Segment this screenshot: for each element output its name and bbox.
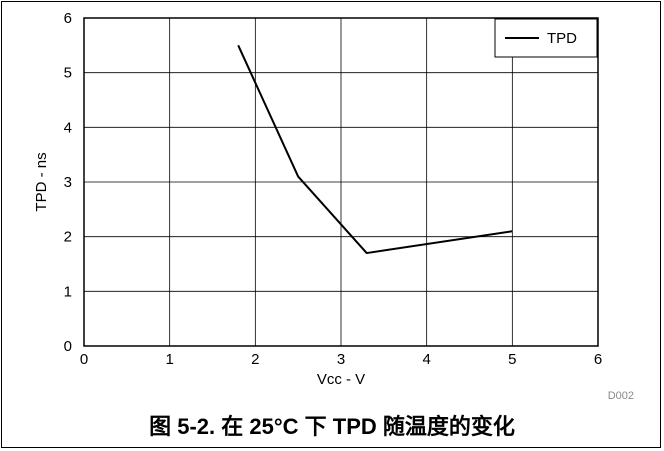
x-tick-label: 0: [80, 351, 88, 368]
y-tick-label: 2: [64, 229, 72, 246]
x-tick-label: 3: [337, 351, 345, 368]
y-tick-label: 0: [64, 338, 72, 355]
series-line-tpd: [237, 44, 513, 255]
legend: TPD: [494, 18, 598, 58]
y-axis-label: TPD - ns: [33, 152, 50, 211]
x-tick-label: 4: [422, 351, 430, 368]
figure-caption: 图 5-2. 在 25°C 下 TPD 随温度的变化: [149, 414, 515, 439]
x-axis-label: Vcc - V: [317, 371, 365, 388]
x-axis-ticks: 0 1 2 3 4 5 6: [80, 351, 602, 368]
y-tick-label: 3: [64, 174, 72, 191]
y-tick-label: 5: [64, 65, 72, 82]
y-tick-label: 6: [64, 10, 72, 27]
y-tick-label: 1: [64, 283, 72, 300]
legend-label-tpd: TPD: [547, 30, 577, 47]
y-tick-label: 4: [64, 119, 72, 136]
grid: [84, 18, 598, 346]
x-tick-label: 2: [251, 351, 259, 368]
plot-area: [83, 17, 599, 347]
y-axis-ticks: 0 1 2 3 4 5 6: [64, 10, 72, 355]
x-tick-label: 1: [165, 351, 173, 368]
series-layer: [237, 44, 513, 255]
x-tick-label: 5: [508, 351, 516, 368]
figure-id: D002: [608, 390, 634, 402]
x-tick-label: 6: [594, 351, 602, 368]
